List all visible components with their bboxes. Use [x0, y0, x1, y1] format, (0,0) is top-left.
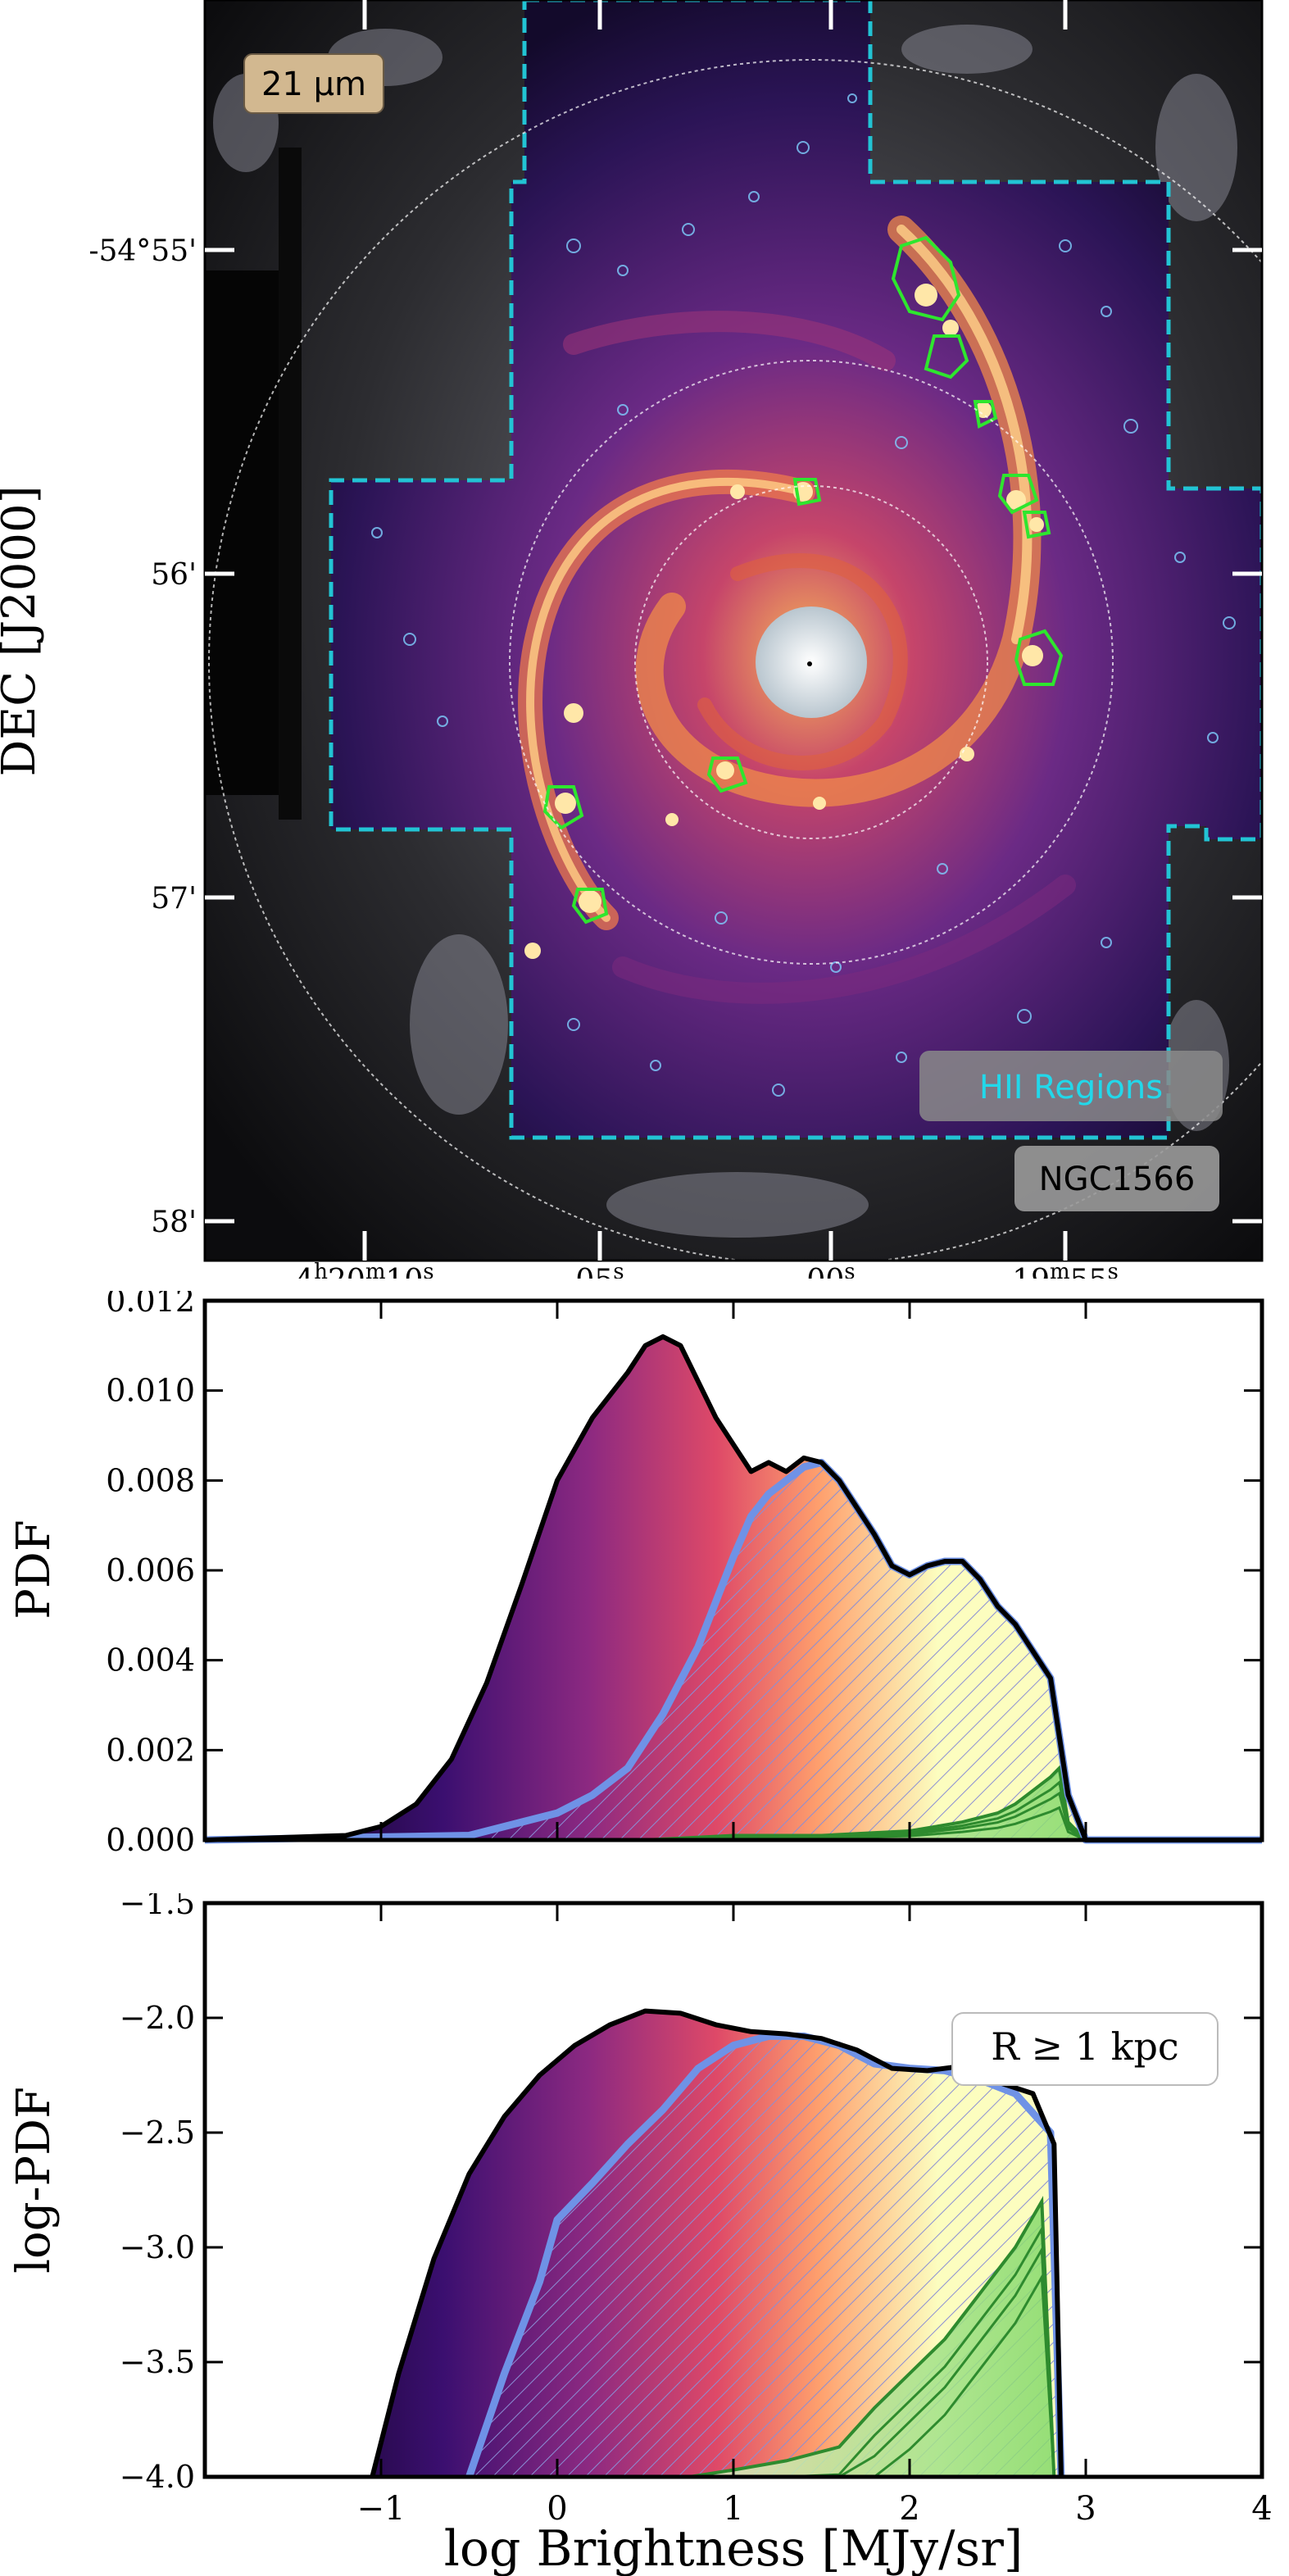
- x-tick-label-3: 2: [899, 2490, 919, 2528]
- y-tick-label-2: −3.0: [120, 2229, 195, 2265]
- bright-hii-line: [645, 1765, 1087, 1842]
- dec-tick-1: 56': [151, 558, 197, 592]
- dec-axis-title: DEC [J2000]: [0, 485, 46, 776]
- hii-label-badge: HII Regions: [919, 1051, 1223, 1121]
- bright-hii-area: [689, 2201, 1055, 2477]
- y-tick-label-3: −2.5: [120, 2115, 195, 2151]
- xlabel: log Brightness [MJy/sr]: [444, 2520, 1023, 2576]
- x-tick-label-5: 4: [1251, 2490, 1272, 2528]
- dec-tick-2: 57': [151, 882, 197, 915]
- y-tick-label-2: 0.004: [106, 1642, 195, 1679]
- y-tick-label-4: 0.008: [106, 1462, 195, 1498]
- svg-text:NGC1566: NGC1566: [1039, 1161, 1196, 1198]
- pdf-panel: PDF 0.000 0.002 0.004 0.006 0.008 0.010 0.012: [7, 1291, 1264, 1858]
- x-tick-label-1: 0: [547, 2490, 567, 2528]
- y-tick-label-6: 0.012: [106, 1291, 195, 1319]
- y-tick-label-4: −2.0: [120, 2000, 195, 2036]
- image-panel: -54°55' 56' 57' 58' 4h20m10s 05s 00s 19m…: [0, 0, 1264, 1279]
- pdf-ylabel: PDF: [7, 1520, 61, 1619]
- band-badge: 21 μm: [243, 53, 384, 114]
- hii-area: [469, 2036, 1061, 2477]
- annotation-box: R ≥ 1 kpc: [951, 2012, 1219, 2086]
- bright-hii-line: [688, 2196, 1056, 2478]
- y-tick-label-0: 0.000: [106, 1822, 195, 1858]
- x-tick-label-4: 3: [1075, 2490, 1096, 2528]
- y-tick-label-1: −3.5: [120, 2344, 195, 2380]
- y-tick-label-5: −1.5: [120, 1893, 195, 1921]
- ra-tick-3: 19m55s: [1012, 1260, 1119, 1279]
- dec-tick-3: 58': [151, 1206, 197, 1239]
- y-tick-label-3: 0.006: [106, 1552, 195, 1588]
- ra-tick-1: 05s: [575, 1260, 624, 1279]
- x-tick-label-0: −1: [357, 2490, 406, 2528]
- galaxy-label-badge: NGC1566: [1014, 1146, 1219, 1211]
- svg-text:R ≥ 1 kpc: R ≥ 1 kpc: [991, 2024, 1178, 2069]
- hii-area: [205, 1462, 1262, 1840]
- log-pdf-panel: R ≥ 1 kpc log-PDF log Brightness [MJy/sr…: [7, 1893, 1273, 2576]
- y-tick-label-0: −4.0: [120, 2459, 195, 2495]
- y-tick-label-1: 0.002: [106, 1732, 195, 1768]
- log-ylabel: log-PDF: [7, 2087, 61, 2274]
- ra-tick-0: 4h20m10s: [295, 1260, 433, 1279]
- y-tick-label-5: 0.010: [106, 1373, 195, 1409]
- svg-text:HII Regions: HII Regions: [979, 1069, 1163, 1106]
- svg-text:21 μm: 21 μm: [261, 66, 366, 103]
- ra-tick-2: 00s: [806, 1260, 855, 1279]
- x-tick-label-2: 1: [723, 2490, 743, 2528]
- total-line: [204, 1333, 1262, 1842]
- dec-tick-0: -54°55': [89, 234, 197, 268]
